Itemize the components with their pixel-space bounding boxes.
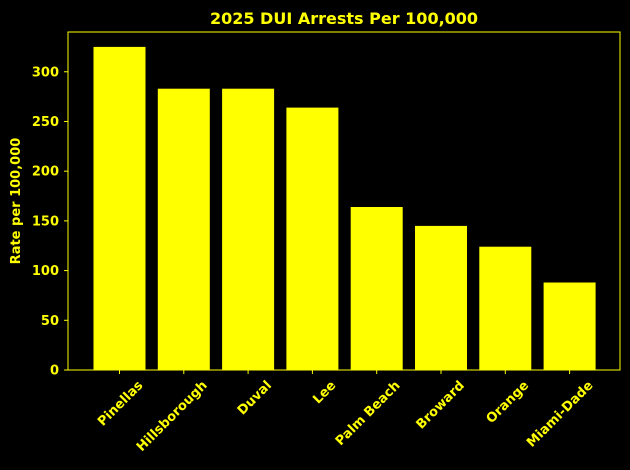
y-ticks-group: 0 50 100 150 200 250 300: [32, 65, 68, 379]
y-tick-label: 0: [50, 364, 59, 379]
y-tick-label: 150: [32, 214, 59, 229]
bar-hillsborough: [157, 88, 210, 370]
y-axis-label: Rate per 100,000: [9, 138, 24, 265]
y-tick-label: 100: [32, 264, 59, 279]
chart-title: 2025 DUI Arrests Per 100,000: [210, 9, 478, 28]
y-tick-label: 250: [32, 115, 59, 130]
bar-duval: [222, 88, 275, 370]
plot-area-frame: [67, 31, 621, 371]
bars-group: [93, 46, 596, 371]
bar-orange: [479, 246, 532, 370]
bar-pinellas: [93, 46, 146, 371]
y-tick-label: 50: [41, 314, 59, 329]
bar-miami-dade: [543, 282, 596, 370]
bar-broward: [415, 225, 467, 370]
bar-lee: [286, 107, 339, 370]
bar-palm-beach: [350, 207, 403, 370]
y-tick-label: 300: [32, 65, 59, 80]
y-tick-label: 200: [32, 165, 59, 180]
